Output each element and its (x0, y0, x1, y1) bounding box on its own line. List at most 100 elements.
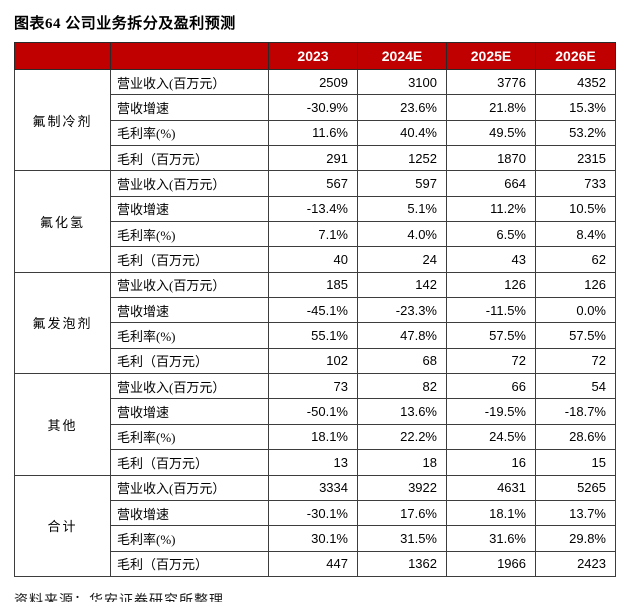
value-cell: -11.5% (446, 297, 536, 324)
value-cell: 4.0% (357, 221, 447, 248)
table-row: 营收增速 -30.9% 23.6% 21.8% 15.3% (15, 94, 616, 121)
value-cell: 62 (535, 246, 616, 273)
table-row: 合计 营业收入(百万元） 3334 3922 4631 5265 (14, 474, 616, 577)
metric-label-cell: 毛利率(%) (110, 423, 269, 451)
table-row: 毛利（百万元） 291 1252 1870 2315 (15, 145, 616, 172)
value-cell: 18 (357, 449, 447, 476)
metric-label-cell: 营收增速 (110, 297, 269, 324)
value-cell: 447 (268, 550, 358, 577)
value-cell: 47.8% (357, 322, 447, 349)
value-cell: 53.2% (535, 119, 616, 147)
value-cell: 10.5% (535, 195, 616, 223)
metric-label-cell: 毛利率(%) (110, 322, 269, 349)
table-header-row: 2023 2024E 2025E 2026E (14, 42, 616, 70)
metric-label-cell: 营收增速 (110, 195, 269, 223)
table-row: 毛利率(%) 11.6% 40.4% 49.5% 53.2% (15, 119, 616, 147)
metric-label-cell: 毛利（百万元） (110, 145, 269, 172)
table-row: 毛利率(%) 55.1% 47.8% 57.5% 57.5% (15, 322, 616, 349)
value-cell: 72 (535, 347, 616, 375)
value-cell: 3922 (357, 474, 447, 501)
value-cell: 4631 (446, 474, 536, 501)
value-cell: 18.1% (446, 499, 536, 527)
value-cell: 15.3% (535, 94, 616, 121)
table-row: 氟制冷剂 营业收入(百万元） 2509 3100 3776 4352 (14, 68, 616, 172)
value-cell: 3334 (268, 474, 358, 501)
value-cell: -50.1% (268, 398, 358, 425)
value-cell: -18.7% (535, 398, 616, 425)
source-note: 资料来源：华安证券研究所整理 (14, 593, 224, 602)
value-cell: 73 (268, 373, 358, 400)
table-row: 毛利（百万元） 13 18 16 15 (15, 449, 616, 476)
value-cell: 7.1% (268, 221, 358, 248)
value-cell: 29.8% (535, 525, 616, 552)
value-cell: 2423 (535, 550, 616, 577)
metric-label-cell: 营收增速 (110, 398, 269, 425)
table-row: 毛利（百万元） 102 68 72 72 (15, 347, 616, 375)
table-row: 营收增速 -30.1% 17.6% 18.1% 13.7% (15, 499, 616, 527)
group-name-cell: 其他 (14, 373, 111, 476)
value-cell: 185 (268, 271, 358, 299)
page-title: 图表64 公司业务拆分及盈利预测 (14, 16, 236, 32)
year-header-cell: 2023 (268, 42, 358, 70)
value-cell: 567 (268, 170, 358, 197)
value-cell: 6.5% (446, 221, 536, 248)
table-row: 营收增速 -13.4% 5.1% 11.2% 10.5% (15, 195, 616, 223)
value-cell: 18.1% (268, 423, 358, 451)
metric-label-cell: 营业收入(百万元） (110, 271, 269, 299)
value-cell: 2509 (268, 68, 358, 96)
value-cell: 31.6% (446, 525, 536, 552)
value-cell: 3100 (357, 68, 447, 96)
value-cell: 57.5% (535, 322, 616, 349)
value-cell: 40 (268, 246, 358, 273)
value-cell: 102 (268, 347, 358, 375)
value-cell: 24.5% (446, 423, 536, 451)
value-cell: 13.7% (535, 499, 616, 527)
table-row: 其他 营业收入(百万元） 73 82 66 54 (14, 373, 616, 476)
year-header-cell: 2026E (535, 42, 616, 70)
value-cell: 1362 (357, 550, 447, 577)
group-name-cell: 氟发泡剂 (14, 271, 111, 375)
value-cell: 57.5% (446, 322, 536, 349)
value-cell: 40.4% (357, 119, 447, 147)
value-cell: 43 (446, 246, 536, 273)
value-cell: -30.9% (268, 94, 358, 121)
value-cell: 17.6% (357, 499, 447, 527)
metric-label-cell: 毛利（百万元） (110, 449, 269, 476)
table-row: 毛利（百万元） 40 24 43 62 (15, 246, 616, 273)
value-cell: 49.5% (446, 119, 536, 147)
value-cell: 24 (357, 246, 447, 273)
value-cell: -30.1% (268, 499, 358, 527)
value-cell: 68 (357, 347, 447, 375)
value-cell: -23.3% (357, 297, 447, 324)
value-cell: 2315 (535, 145, 616, 172)
value-cell: 597 (357, 170, 447, 197)
empty-header-cell (110, 42, 269, 70)
value-cell: 23.6% (357, 94, 447, 121)
empty-header-cell (14, 42, 111, 70)
metric-label-cell: 毛利（百万元） (110, 347, 269, 375)
value-cell: 11.6% (268, 119, 358, 147)
table-row: 氟发泡剂 营业收入(百万元） 185 142 126 126 (14, 271, 616, 375)
value-cell: 54 (535, 373, 616, 400)
group-name-cell: 合计 (14, 474, 111, 577)
table-row: 氟化氢 营业收入(百万元） 567 597 664 733 (14, 170, 616, 273)
value-cell: 28.6% (535, 423, 616, 451)
table-row: 毛利率(%) 18.1% 22.2% 24.5% 28.6% (15, 423, 616, 451)
value-cell: 66 (446, 373, 536, 400)
value-cell: 4352 (535, 68, 616, 96)
value-cell: 55.1% (268, 322, 358, 349)
metric-label-cell: 毛利率(%) (110, 221, 269, 248)
table-row: 营收增速 -45.1% -23.3% -11.5% 0.0% (15, 297, 616, 324)
group-name-cell: 氟制冷剂 (14, 68, 111, 172)
value-cell: 733 (535, 170, 616, 197)
value-cell: 126 (446, 271, 536, 299)
forecast-table: 2023 2024E 2025E 2026E 氟制冷剂 营业收入(百万元） 25… (14, 42, 616, 577)
table-row: 毛利（百万元） 447 1362 1966 2423 (15, 550, 616, 577)
value-cell: 16 (446, 449, 536, 476)
metric-label-cell: 毛利率(%) (110, 525, 269, 552)
value-cell: 21.8% (446, 94, 536, 121)
metric-label-cell: 营业收入(百万元） (110, 68, 269, 96)
value-cell: 664 (446, 170, 536, 197)
table-row: 毛利率(%) 7.1% 4.0% 6.5% 8.4% (15, 221, 616, 248)
